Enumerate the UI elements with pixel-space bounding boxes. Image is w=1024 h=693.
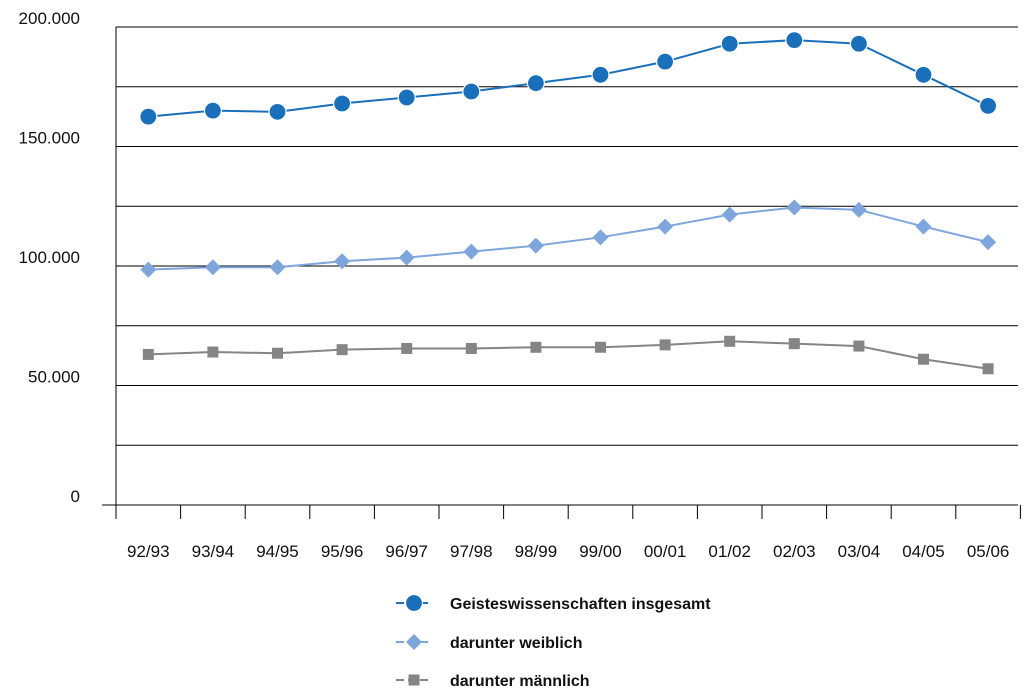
data-point <box>595 341 606 353</box>
data-point <box>140 261 157 278</box>
data-point <box>655 52 675 71</box>
data-point <box>915 218 932 235</box>
data-point <box>530 341 542 353</box>
x-tick-label: 92/93 <box>127 542 170 561</box>
data-point <box>336 344 348 356</box>
grid <box>116 26 1018 446</box>
data-point <box>720 34 739 53</box>
data-point <box>203 101 222 120</box>
data-point <box>333 94 352 113</box>
y-tick-label: 150.000 <box>19 129 80 148</box>
data-point <box>269 259 286 276</box>
y-tick-label: 200.000 <box>19 9 80 28</box>
x-tick-label: 94/95 <box>256 542 299 561</box>
data-point <box>657 218 674 235</box>
data-point <box>853 340 865 352</box>
x-tick-label: 98/99 <box>515 542 558 561</box>
data-point <box>463 243 480 260</box>
data-point <box>724 335 736 347</box>
data-point <box>788 338 800 350</box>
legend-label: darunter männlich <box>450 673 590 690</box>
data-point <box>139 107 158 126</box>
data-point <box>204 259 221 276</box>
data-point <box>272 347 283 359</box>
legend-marker <box>406 634 422 650</box>
series-line <box>148 206 989 271</box>
y-tick-label: 100.000 <box>19 248 80 267</box>
x-tick-label: 99/00 <box>579 542 622 561</box>
data-point <box>401 342 413 354</box>
data-point <box>398 249 415 266</box>
data-point <box>785 31 804 50</box>
data-point <box>982 363 994 375</box>
legend-marker <box>404 593 424 613</box>
legend-marker <box>408 674 420 686</box>
legend-item: Geisteswissenschaften insgesamt <box>396 593 711 613</box>
x-tick-label: 96/97 <box>385 542 428 561</box>
series-circle <box>139 31 998 126</box>
data-point <box>914 65 933 84</box>
data-point <box>397 88 416 107</box>
x-tick-label: 97/98 <box>450 542 493 561</box>
x-tick-label: 01/02 <box>708 542 751 561</box>
series-diamond <box>140 199 997 278</box>
data-point <box>527 237 544 254</box>
data-point <box>268 102 287 121</box>
x-tick-label: 05/06 <box>967 542 1010 561</box>
legend: Geisteswissenschaften insgesamt darunter … <box>396 593 711 690</box>
data-point <box>849 34 869 53</box>
legend-item: darunter weiblich <box>396 634 582 652</box>
data-point <box>918 353 929 365</box>
data-point <box>592 229 609 246</box>
data-point <box>465 342 477 354</box>
data-point <box>142 348 154 360</box>
data-point <box>526 74 546 93</box>
x-tick-label: 95/96 <box>321 542 364 561</box>
data-point <box>978 96 998 115</box>
data-point <box>462 82 481 101</box>
data-point <box>850 201 867 218</box>
x-tick-label: 03/04 <box>838 542 881 561</box>
data-point <box>591 65 610 84</box>
y-tick-label: 50.000 <box>28 368 80 387</box>
legend-label: darunter weiblich <box>450 635 582 652</box>
data-point <box>207 346 219 358</box>
x-tick-label: 00/01 <box>644 542 687 561</box>
legend-item: darunter männlich <box>396 673 590 690</box>
series-square <box>142 335 994 375</box>
legend-label: Geisteswissenschaften insgesamt <box>450 596 711 613</box>
series-group <box>139 31 998 375</box>
x-tick-label: 93/94 <box>192 542 235 561</box>
data-point <box>334 253 351 270</box>
data-point <box>980 234 997 251</box>
y-tick-label: 0 <box>71 487 80 506</box>
data-point <box>659 339 671 351</box>
data-point <box>786 199 803 216</box>
series-line <box>148 39 989 118</box>
axes <box>102 27 1021 519</box>
x-tick-label: 04/05 <box>902 542 945 561</box>
data-point <box>721 206 738 223</box>
x-tick-label: 02/03 <box>773 542 816 561</box>
series-line <box>148 340 989 370</box>
tick-labels: 0 50.000 100.000 150.000 200.000 92/93 93/94 94… <box>19 9 1010 561</box>
